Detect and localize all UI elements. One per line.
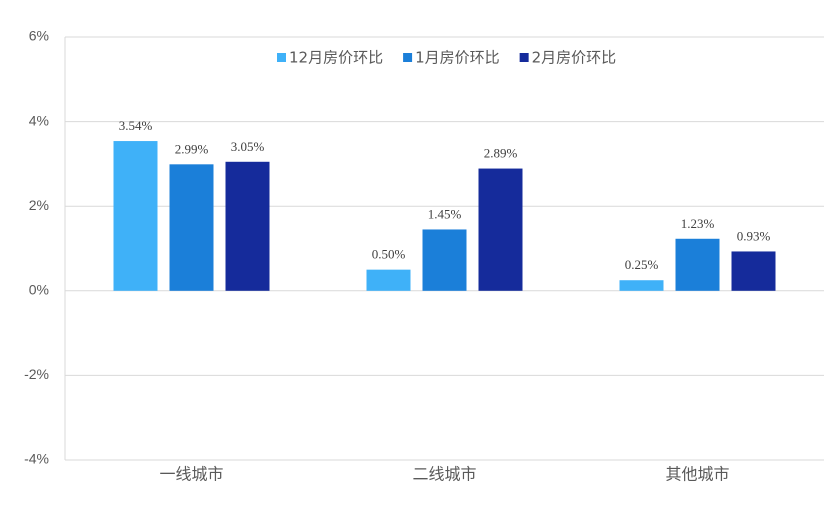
x-tick-label: 其他城市 [665, 465, 729, 484]
value-label: 3.54% [119, 118, 153, 133]
bar [731, 251, 776, 291]
legend-swatch [403, 53, 413, 62]
bar [169, 164, 214, 291]
legend-swatch [277, 53, 286, 62]
bar [422, 229, 467, 291]
x-tick-label: 一线城市 [159, 465, 223, 484]
x-tick-label: 二线城市 [412, 465, 476, 484]
bar [675, 238, 720, 291]
value-label: 0.50% [372, 247, 406, 262]
value-label: 2.89% [484, 146, 518, 161]
y-tick-label: 2% [29, 197, 49, 213]
value-label: 1.45% [428, 206, 462, 221]
y-tick-label: 0% [29, 282, 49, 298]
y-tick-label: 6% [29, 28, 49, 44]
bar [619, 280, 664, 291]
value-label: 0.93% [737, 228, 771, 243]
bar [478, 168, 523, 291]
value-label: 3.05% [231, 139, 265, 154]
legend-label: 1月房价环比 [415, 49, 500, 67]
y-tick-label: -2% [24, 366, 49, 382]
legend-label: 12月房价环比 [289, 49, 383, 67]
value-label: 0.25% [625, 257, 659, 272]
bar [113, 141, 158, 291]
y-tick-label: 4% [29, 112, 49, 128]
value-label: 1.23% [681, 216, 715, 231]
y-tick-label: -4% [24, 451, 49, 467]
bar [366, 269, 411, 291]
legend-swatch [519, 53, 529, 62]
bar [225, 161, 270, 291]
value-label: 2.99% [175, 141, 209, 156]
legend-label: 2月房价环比 [532, 49, 617, 67]
